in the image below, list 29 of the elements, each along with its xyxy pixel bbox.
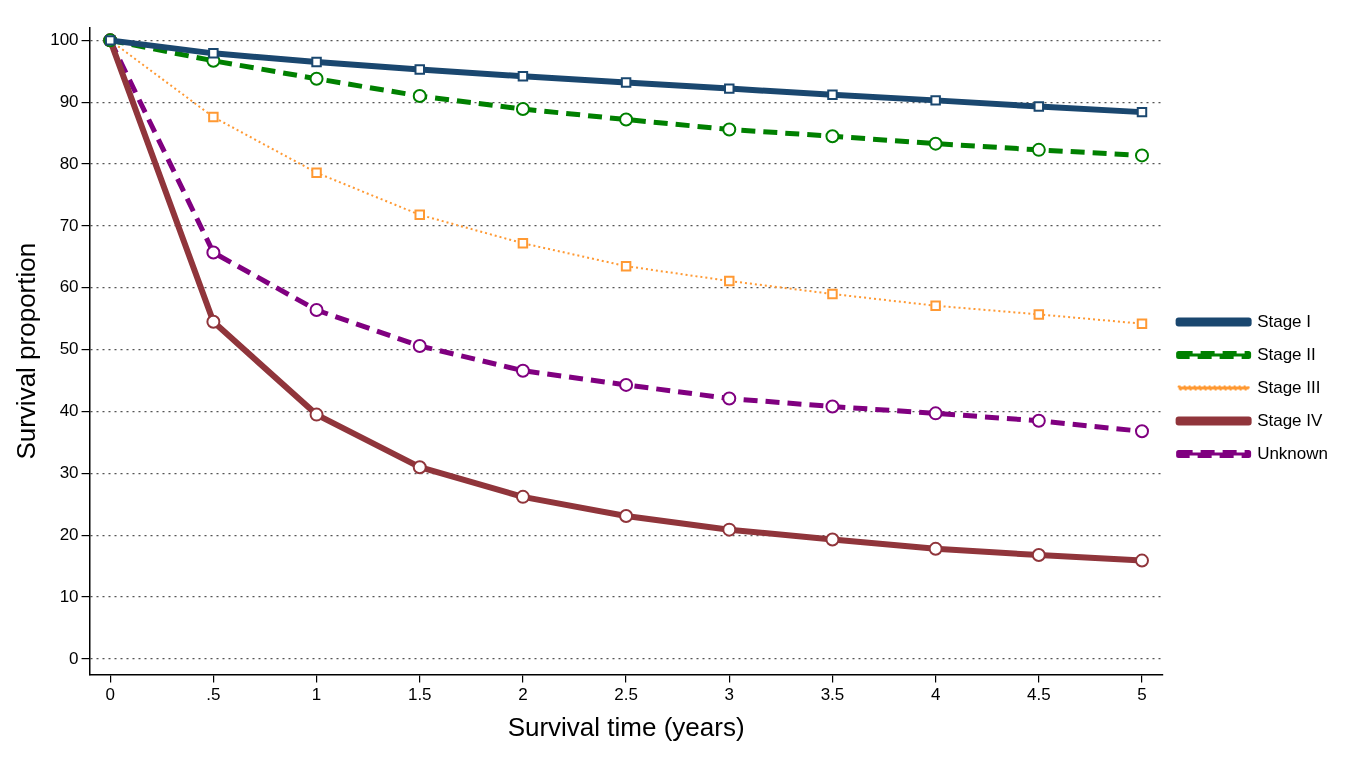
y-tick-label: 0 xyxy=(69,648,79,668)
x-tick-label: 3.5 xyxy=(820,685,845,705)
y-tick-label: 70 xyxy=(59,215,79,235)
x-tick-label: 2 xyxy=(518,685,528,705)
legend-label: Stage IV xyxy=(1257,410,1323,430)
y-axis-title: Survival proportion xyxy=(10,242,41,460)
x-tick-label: 4 xyxy=(930,685,941,705)
legend-label: Unknown xyxy=(1257,443,1328,463)
x-tick-label: .5 xyxy=(206,685,221,705)
y-tick-label: 90 xyxy=(59,91,79,111)
x-axis-title: Survival time (years) xyxy=(507,711,745,742)
y-tick-label: 60 xyxy=(59,277,79,297)
y-tick-label: 100 xyxy=(50,30,79,50)
x-tick-label: 5 xyxy=(1137,685,1147,705)
y-tick-label: 50 xyxy=(59,339,79,359)
x-tick-label: 0 xyxy=(105,685,115,705)
x-tick-label: 3 xyxy=(724,685,735,705)
y-tick-label: 10 xyxy=(59,586,79,606)
x-tick-label: 2.5 xyxy=(614,685,638,705)
x-tick-label: 1.5 xyxy=(407,685,432,705)
legend-label: Stage II xyxy=(1257,344,1316,364)
x-tick-label: 1 xyxy=(311,685,322,705)
y-tick-label: 40 xyxy=(59,401,79,421)
y-tick-label: 20 xyxy=(59,524,79,544)
y-tick-label: 80 xyxy=(59,153,79,173)
x-tick-label: 4.5 xyxy=(1026,685,1051,705)
legend-label: Stage I xyxy=(1257,311,1311,331)
y-tick-label: 30 xyxy=(59,463,79,483)
legend-label: Stage III xyxy=(1257,377,1321,397)
